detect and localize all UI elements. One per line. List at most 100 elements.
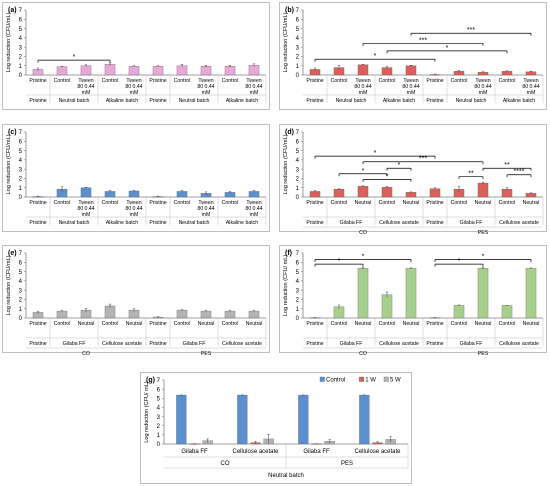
panel-label: (g)	[146, 377, 155, 384]
x-tick-label: 80 0.44	[474, 84, 491, 90]
y-tick-label: 2	[296, 177, 300, 183]
outer-group-label: CO	[82, 351, 90, 357]
x-tick-label: Pristine	[306, 200, 323, 206]
y-tick-label: 4	[19, 279, 23, 285]
y-axis-title: Log reduction (CFU/mL)	[283, 134, 289, 194]
x-tick-label: Tween	[78, 200, 93, 206]
group-label: Neutral batch	[59, 220, 90, 226]
group-label: Alkaline batch	[226, 220, 258, 226]
significance-bracket: *	[314, 254, 412, 262]
group-label: Pristine	[149, 220, 166, 226]
y-tick-label: 0	[296, 73, 300, 79]
x-tick-label: Tween	[126, 78, 141, 84]
significance-label: *	[362, 168, 365, 175]
x-tick-label: 80 0.44	[77, 84, 94, 90]
outer-group-label: PES	[478, 230, 489, 236]
significance-bracket: **	[482, 162, 532, 171]
x-tick-label: mM	[130, 90, 139, 96]
significance-bracket: *	[314, 258, 364, 267]
y-tick-label: 1	[19, 186, 23, 192]
x-tick-label: Pristine	[149, 200, 166, 206]
significance-label: *	[398, 162, 401, 169]
significance-bracket: **	[458, 171, 484, 180]
y-tick-label: 2	[19, 177, 23, 183]
significance-bracket: *	[362, 173, 412, 182]
outer-group-label: PES	[478, 351, 489, 357]
group-label: Alkaline batch	[383, 98, 415, 104]
group-label: Pristine	[306, 98, 323, 104]
y-tick-label: 6	[157, 387, 161, 393]
y-tick-label: 7	[296, 8, 300, 14]
bar	[56, 310, 68, 319]
x-tick-label: mM	[82, 90, 91, 96]
x-tick-label: 80 0.44	[197, 84, 214, 90]
x-tick-label: Tween	[78, 78, 93, 84]
group-label: Pristine	[149, 341, 166, 347]
x-tick-label: Control	[222, 200, 239, 206]
y-tick-label: 5	[19, 270, 23, 276]
x-tick-label: Control	[54, 200, 71, 206]
group-label: Pristine	[29, 341, 46, 347]
bar	[429, 188, 441, 198]
group-label: Neutral batch	[179, 98, 210, 104]
significance-bracket: *	[386, 45, 508, 54]
x-tick-label: Control	[331, 78, 348, 84]
x-tick-label: Pristine	[306, 78, 323, 84]
y-tick-label: 1	[19, 64, 23, 70]
bar	[176, 394, 187, 445]
x-tick-label: Cellulose acetate	[354, 449, 401, 455]
y-tick-label: 3	[157, 415, 161, 421]
significance-bracket: *	[434, 258, 484, 267]
x-tick-label: mM	[479, 90, 488, 96]
legend-label: 1 W	[365, 377, 376, 383]
chart-panel-f: 0 1 2 3 4 5 6 7 Log reduction (CFU/ mL)(f) Pristi…	[279, 245, 547, 357]
y-tick-label: 6	[296, 17, 300, 23]
significance-bracket: *	[434, 254, 532, 262]
x-tick-label: Control	[174, 78, 191, 84]
x-tick-label: Control	[102, 200, 119, 206]
group-label: Alkaline batch	[106, 98, 138, 104]
bar	[248, 65, 260, 76]
x-tick-label: Control	[54, 78, 71, 84]
y-tick-label: 2	[157, 424, 161, 430]
bar	[381, 187, 393, 198]
bar	[405, 65, 417, 76]
legend-label: Control	[326, 377, 345, 383]
x-tick-label: Control	[451, 78, 468, 84]
y-tick-label: 2	[296, 298, 300, 304]
x-tick-label: Control	[499, 78, 516, 84]
bar	[176, 309, 188, 319]
group-label: Gilaba FF	[183, 341, 206, 347]
x-tick-label: Neutral	[475, 321, 492, 327]
y-tick-label: 0	[296, 195, 300, 201]
panel-label: (b)	[285, 7, 294, 14]
x-tick-label: 80 0.44	[245, 84, 262, 90]
group-label: Pristine	[426, 341, 443, 347]
significance-label: *	[386, 173, 389, 180]
x-tick-label: Neutral	[355, 321, 372, 327]
group-label: Neutral batch	[59, 98, 90, 104]
chart-panel-a: 0 1 2 3 4 5 6 7 Log reduction (CFU/mL)(a) Pristin…	[2, 2, 270, 110]
legend-label: 5 W	[390, 377, 401, 383]
bar	[357, 186, 369, 198]
x-tick-label: mM	[250, 90, 259, 96]
x-tick-label: Control	[451, 200, 468, 206]
chart-panel-c: 0 1 2 3 4 5 6 7 Log reduction (CFU/mL)(c) Pristin…	[2, 124, 270, 232]
y-tick-label: 1	[296, 186, 300, 192]
y-tick-label: 6	[19, 260, 23, 266]
x-tick-label: 80 0.44	[197, 206, 214, 212]
significance-label: *	[362, 254, 365, 261]
bar	[381, 294, 393, 319]
x-tick-label: Tween	[198, 200, 213, 206]
group-label: Cellulose acetate	[499, 220, 539, 226]
x-tick-label: 80 0.44	[354, 84, 371, 90]
group-label: Alkaline batch	[226, 98, 258, 104]
x-tick-label: Control	[222, 78, 239, 84]
y-tick-label: 3	[296, 288, 300, 294]
x-tick-label: Control	[222, 321, 239, 327]
y-tick-label: 2	[296, 55, 300, 61]
group-label: Pristine	[149, 98, 166, 104]
y-tick-label: 3	[296, 45, 300, 51]
y-tick-label: 4	[296, 36, 300, 42]
x-tick-label: Gilaba FF	[181, 449, 208, 455]
